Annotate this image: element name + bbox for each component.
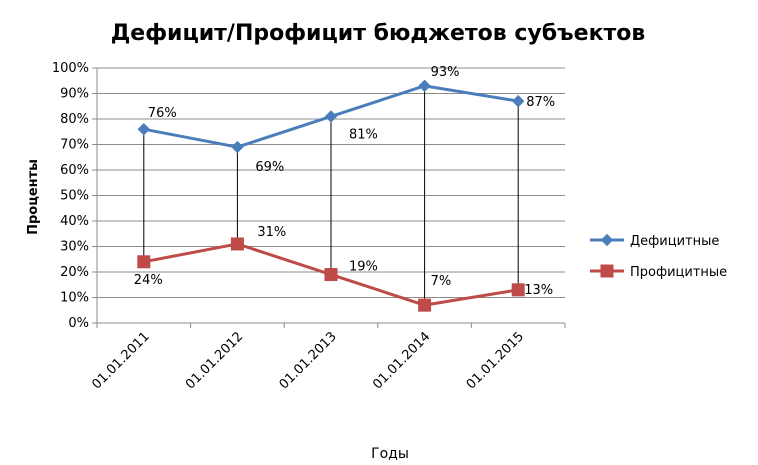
y-tick-label: 50%	[60, 189, 89, 204]
y-tick-label: 30%	[60, 240, 89, 255]
y-tick-label: 10%	[60, 291, 89, 306]
data-label: 81%	[349, 127, 378, 142]
series-marker-1	[324, 110, 338, 123]
data-label: 13%	[524, 283, 553, 298]
x-tick-label: 01.01.2011	[89, 329, 152, 392]
data-label: 93%	[431, 65, 460, 80]
y-axis-title: Проценты	[26, 159, 41, 235]
data-label: 7%	[431, 274, 452, 289]
data-label: 69%	[255, 160, 284, 175]
legend-label: Профицитные	[630, 265, 727, 280]
data-label: 24%	[134, 273, 163, 288]
series-layer	[137, 79, 525, 312]
chart-title: Дефицит/Профицит бюджетов субъектов	[111, 21, 646, 46]
legend: Дефицитные Профицитные	[590, 233, 727, 280]
y-tick-label: 80%	[60, 112, 89, 127]
legend-label: Дефицитные	[630, 234, 719, 249]
data-labels: 76% 69% 81% 93% 87% 24% 31% 19% 7% 13%	[134, 65, 555, 298]
data-label: 87%	[526, 95, 555, 110]
data-label: 19%	[349, 260, 378, 275]
y-tick-label: 100%	[52, 61, 89, 76]
data-label: 31%	[257, 225, 286, 240]
legend-marker	[600, 233, 614, 247]
y-tick-label: 20%	[60, 265, 89, 280]
series-marker-2	[137, 255, 151, 269]
y-tick-label: 60%	[60, 163, 89, 178]
x-axis-title: Годы	[371, 446, 409, 462]
x-tick-label: 01.01.2014	[370, 329, 433, 392]
series-marker-2	[418, 298, 432, 312]
x-tick-label: 01.01.2015	[464, 329, 527, 392]
series-marker-1	[418, 79, 431, 93]
y-tick-label: 70%	[60, 138, 89, 153]
series-marker-2	[230, 237, 244, 251]
y-tick-label: 0%	[68, 316, 89, 331]
series-marker-1	[231, 140, 244, 154]
y-tick-label: 40%	[60, 214, 89, 229]
series-marker-1	[137, 122, 151, 136]
series-marker-2	[324, 268, 338, 282]
y-tick-label: 90%	[60, 87, 89, 102]
series-marker-1	[511, 94, 525, 108]
data-label: 76%	[148, 106, 177, 121]
x-tick-label: 01.01.2013	[277, 329, 340, 392]
series-marker-2	[511, 283, 525, 297]
axes: 0% 10% 20% 30% 40% 50% 60% 70% 80% 90% 100% 01.01.2…	[52, 61, 566, 392]
legend-marker	[600, 264, 614, 278]
x-tick-label: 01.01.2012	[183, 329, 246, 392]
drop-lines	[143, 85, 519, 306]
